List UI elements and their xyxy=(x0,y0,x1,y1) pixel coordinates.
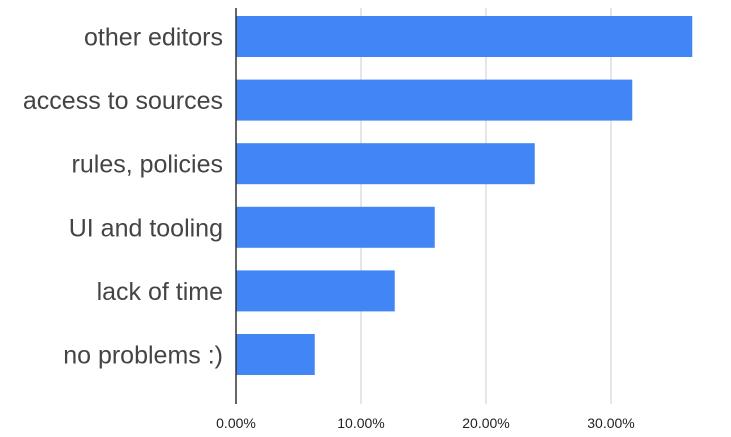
bar xyxy=(236,79,633,121)
category-label: lack of time xyxy=(97,278,223,306)
bars xyxy=(236,16,693,375)
x-tick-label: 30.00% xyxy=(587,415,634,431)
category-label: access to sources xyxy=(23,87,223,115)
category-label: other editors xyxy=(84,24,223,52)
category-label: no problems :) xyxy=(63,342,223,370)
bar xyxy=(236,206,435,248)
x-tick-label: 10.00% xyxy=(337,415,384,431)
bar xyxy=(236,16,693,57)
category-labels: other editors access to sources rules, pol… xyxy=(23,24,223,370)
x-tick-label: 0.00% xyxy=(216,415,256,431)
bar xyxy=(236,143,535,185)
x-tick-label: 20.00% xyxy=(462,415,509,431)
category-label: rules, policies xyxy=(72,151,223,179)
gridlines xyxy=(360,8,612,404)
bar xyxy=(236,334,315,375)
category-label: UI and tooling xyxy=(69,214,223,242)
bar xyxy=(236,270,395,312)
tick-labels: 0.00% 10.00% 20.00% 30.00% xyxy=(216,415,635,431)
